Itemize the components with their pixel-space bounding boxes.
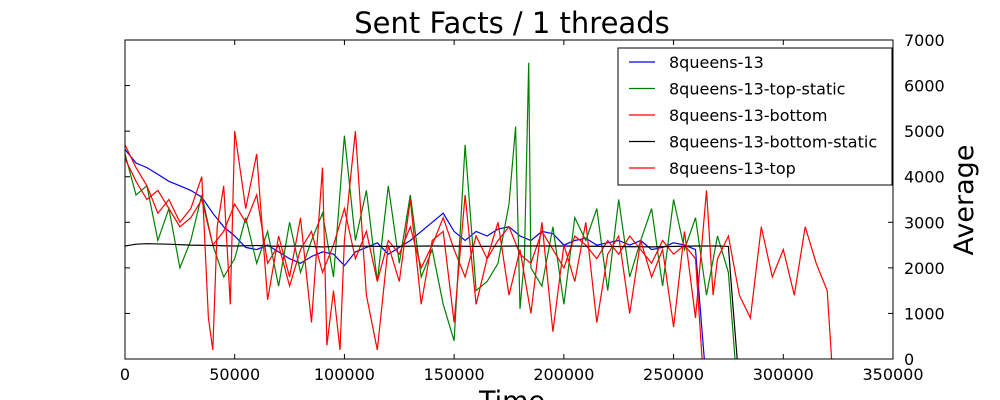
legend-label-2: 8queens-13-bottom [669,106,827,125]
legend-label-4: 8queens-13-top [669,159,796,178]
x-tick-label: 300000 [753,365,814,384]
series-line-4 [124,131,833,360]
x-tick-label: 350000 [862,365,923,384]
x-tick-label: 250000 [643,365,704,384]
x-tick-label: 200000 [533,365,594,384]
legend-label-0: 8queens-13 [669,53,764,72]
series-layer [124,62,833,360]
y-axis-ticks: 0 1000 2000 3000 4000 5000 6000 7000 [125,31,945,369]
x-tick-label: 150000 [424,365,485,384]
y-tick-label: 3000 [904,213,945,232]
y-tick-label: 5000 [904,122,945,141]
legend: 8queens-13 8queens-13-top-static 8queens-1… [617,47,893,186]
y-tick-label: 0 [904,350,914,369]
chart-title: Sent Facts / 1 threads [354,6,669,40]
x-tick-label: 100000 [314,365,375,384]
x-tick-label: 0 [120,365,130,384]
legend-label-1: 8queens-13-top-static [669,80,845,99]
legend-box [617,47,893,186]
y-axis-label: Average [949,145,980,256]
y-tick-label: 6000 [904,77,945,96]
x-axis-ticks: 0 50000 100000 150000 200000 250000 300000 3500… [120,40,924,384]
y-tick-label: 4000 [904,168,945,187]
series-line-3 [124,243,738,360]
y-tick-label: 7000 [904,31,945,50]
x-axis-label: Time [478,386,545,400]
plot-frame [124,39,894,360]
series-line-2 [124,158,703,360]
y-tick-label: 1000 [904,304,945,323]
x-tick-label: 50000 [209,365,260,384]
series-line-0 [124,149,705,360]
y-tick-label: 2000 [904,259,945,278]
legend-label-3: 8queens-13-bottom-static [669,133,877,152]
series-line-1 [124,62,736,360]
